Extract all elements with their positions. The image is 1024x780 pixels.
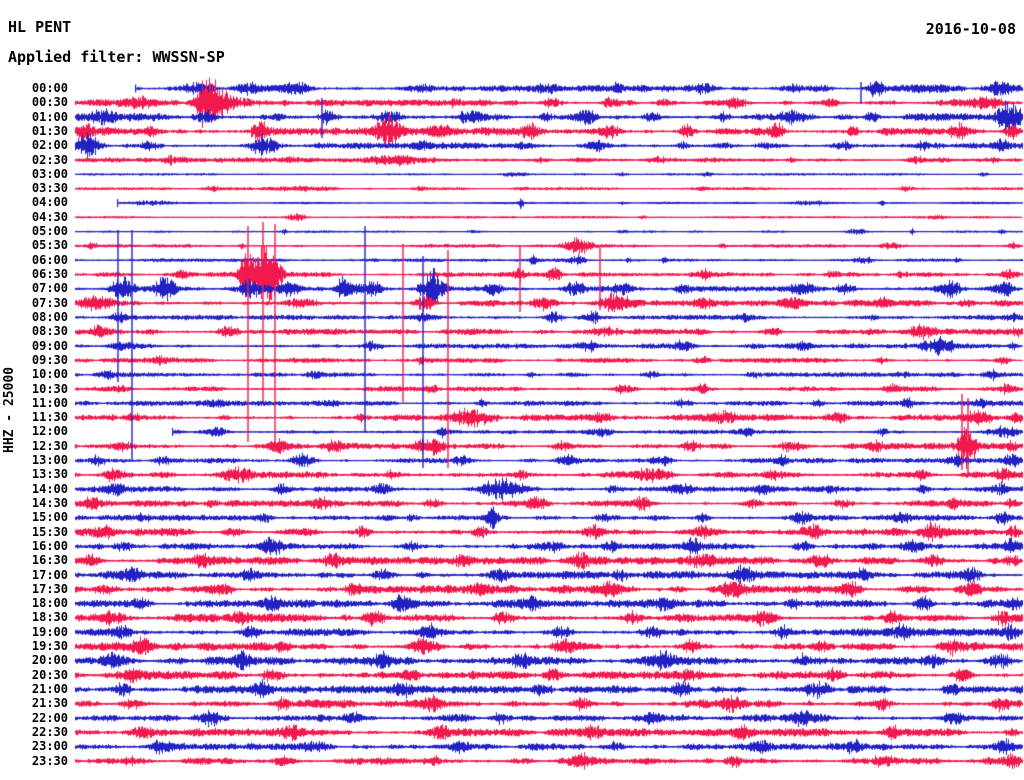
seismogram-traces-canvas [0,0,1024,780]
helicorder-page: HL PENT 2016-10-08 Applied filter: WWSSN… [0,0,1024,780]
